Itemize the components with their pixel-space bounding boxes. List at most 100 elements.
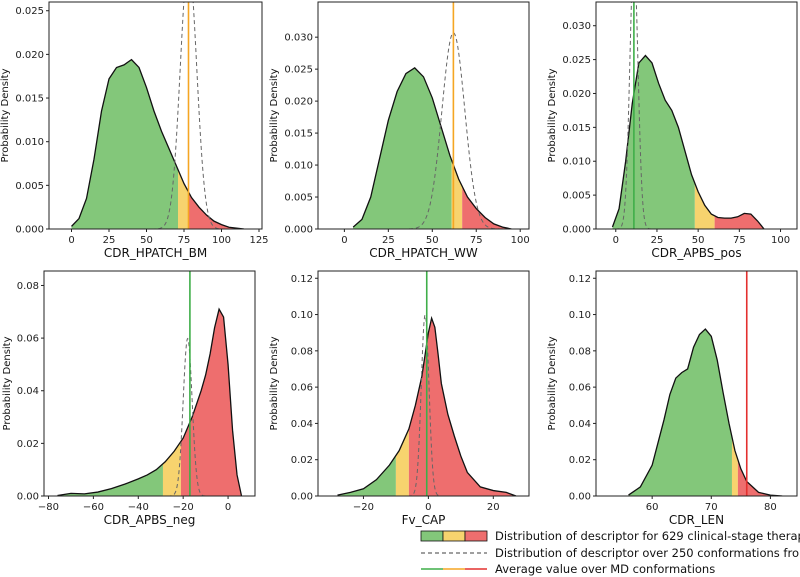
density-curve: [352, 67, 512, 229]
x-tick-label: 70: [705, 502, 718, 513]
region-green: [71, 59, 178, 229]
axes-frame: [48, 1, 263, 230]
legend-label: Average value over MD conformations: [495, 562, 715, 576]
panel-2: 0 25 50 75 100 0.000 0.005 0.010 0.015 0.020 0.025…: [269, 1, 530, 260]
legend-patch: [442, 530, 466, 542]
md-distribution-dashed: [401, 32, 505, 229]
region-green: [337, 455, 396, 496]
y-tick-label: 0.08: [17, 281, 39, 292]
md-distribution-dashed: [167, 337, 208, 496]
legend: Distribution of descriptor for 629 clini…: [420, 529, 800, 576]
x-tick-label: 25: [651, 235, 664, 246]
y-tick-label: 0.04: [291, 419, 313, 430]
y-tick-label: 0.005: [284, 193, 313, 204]
panel-6: 60 70 80 0.00 0.02 0.04 0.06 0.08 0.10 0.12 CDR_LE…: [547, 270, 798, 527]
x-tick-label: 100: [511, 235, 530, 246]
y-tick-label: 0.08: [569, 346, 591, 357]
region-green: [57, 463, 163, 496]
density-curve: [57, 307, 243, 496]
region-yellow: [162, 441, 181, 496]
y-tick-label: 0.04: [569, 419, 591, 430]
x-tick-label: 20: [487, 502, 500, 513]
x-tick-label: 0: [613, 235, 619, 246]
panel-3: 0 25 50 75 100 0.000 0.005 0.010 0.015 0.020 0.025…: [547, 1, 798, 260]
y-tick-label: 0.06: [17, 334, 39, 345]
y-tick-label: 0.08: [291, 346, 313, 357]
x-tick-label: 60: [646, 502, 659, 513]
x-tick-label: 100: [771, 235, 790, 246]
region-red: [180, 310, 242, 496]
y-tick-label: 0.000: [284, 225, 313, 236]
y-axis-label: Probability Density: [0, 68, 11, 162]
legend-patch: [420, 530, 444, 542]
region-red: [188, 191, 244, 229]
x-axis-label: CDR_LEN: [669, 513, 724, 527]
y-tick-label: 0.025: [15, 6, 44, 17]
x-tick-label: 50: [692, 235, 705, 246]
x-tick-label: 80: [764, 502, 777, 513]
density-curve: [337, 315, 517, 496]
legend-label: Distribution of descriptor for 629 clini…: [495, 529, 800, 543]
x-axis-label: CDR_HPATCH_WW: [369, 246, 478, 260]
y-tick-label: 0.02: [291, 455, 313, 466]
x-tick-label: 75: [470, 235, 483, 246]
y-tick-label: 0.02: [17, 439, 39, 450]
region-red: [408, 318, 517, 496]
y-tick-label: 0.020: [562, 89, 591, 100]
y-tick-label: 0.030: [562, 21, 591, 32]
y-tick-label: 0.025: [562, 55, 591, 66]
y-tick-label: 0.020: [15, 50, 44, 61]
density-curve: [628, 328, 783, 496]
region-red: [462, 186, 512, 229]
x-tick-label: 50: [140, 235, 153, 246]
density-curve: [71, 58, 245, 229]
y-tick-label: 0.00: [291, 492, 313, 503]
y-tick-label: 0.000: [15, 225, 44, 236]
x-tick-label: 75: [178, 235, 191, 246]
axes-frame: [595, 270, 798, 497]
x-tick-label: −40: [128, 502, 149, 513]
region-yellow: [178, 169, 189, 229]
x-tick-label: 25: [103, 235, 116, 246]
y-tick-label: 0.030: [284, 33, 313, 44]
y-tick-label: 0.010: [15, 137, 44, 148]
x-tick-label: 100: [212, 235, 231, 246]
region-yellow: [395, 428, 409, 496]
y-tick-label: 0.10: [291, 310, 313, 321]
y-axis-label: Probability Density: [269, 68, 280, 162]
x-tick-label: −20: [173, 502, 194, 513]
region-yellow: [731, 437, 738, 496]
y-tick-label: 0.10: [569, 310, 591, 321]
x-tick-label: −20: [353, 502, 374, 513]
y-tick-label: 0.020: [284, 97, 313, 108]
region-green: [628, 329, 732, 496]
region-red: [737, 459, 783, 496]
panel-1: 0 25 50 75 100 125 0.000 0.005 0.010 0.015 0.020 0.…: [0, 1, 269, 260]
region-yellow: [451, 160, 463, 229]
x-tick-label: 75: [733, 235, 746, 246]
legend-patch: [464, 530, 488, 542]
y-tick-label: 0.015: [15, 94, 44, 105]
y-tick-label: 0.005: [562, 191, 591, 202]
region-green: [353, 67, 452, 229]
y-tick-label: 0.015: [284, 129, 313, 140]
y-tick-label: 0.04: [17, 386, 39, 397]
y-axis-label: Probability Density: [2, 336, 13, 430]
y-tick-label: 0.015: [562, 123, 591, 134]
x-tick-label: 0: [68, 235, 74, 246]
x-tick-label: 0: [225, 502, 231, 513]
x-axis-label: Fv_CAP: [402, 513, 446, 527]
md-distribution-dashed: [407, 314, 443, 496]
x-tick-label: 50: [426, 235, 439, 246]
y-tick-label: 0.06: [291, 383, 313, 394]
panel-4: −80 −60 −40 −20 0 0.00 0.02 0.04 0.06 0.08 CDR_APB…: [2, 270, 256, 527]
legend-label: Distribution of descriptor over 250 conf…: [495, 546, 800, 560]
axes-frame: [317, 1, 530, 230]
region-red: [714, 213, 765, 229]
y-tick-label: 0.00: [17, 492, 39, 503]
x-tick-label: 125: [249, 235, 268, 246]
y-tick-label: 0.010: [562, 157, 591, 168]
x-axis-label: CDR_APBS_neg: [104, 513, 196, 527]
y-tick-label: 0.000: [562, 225, 591, 236]
axes-frame: [595, 1, 798, 230]
